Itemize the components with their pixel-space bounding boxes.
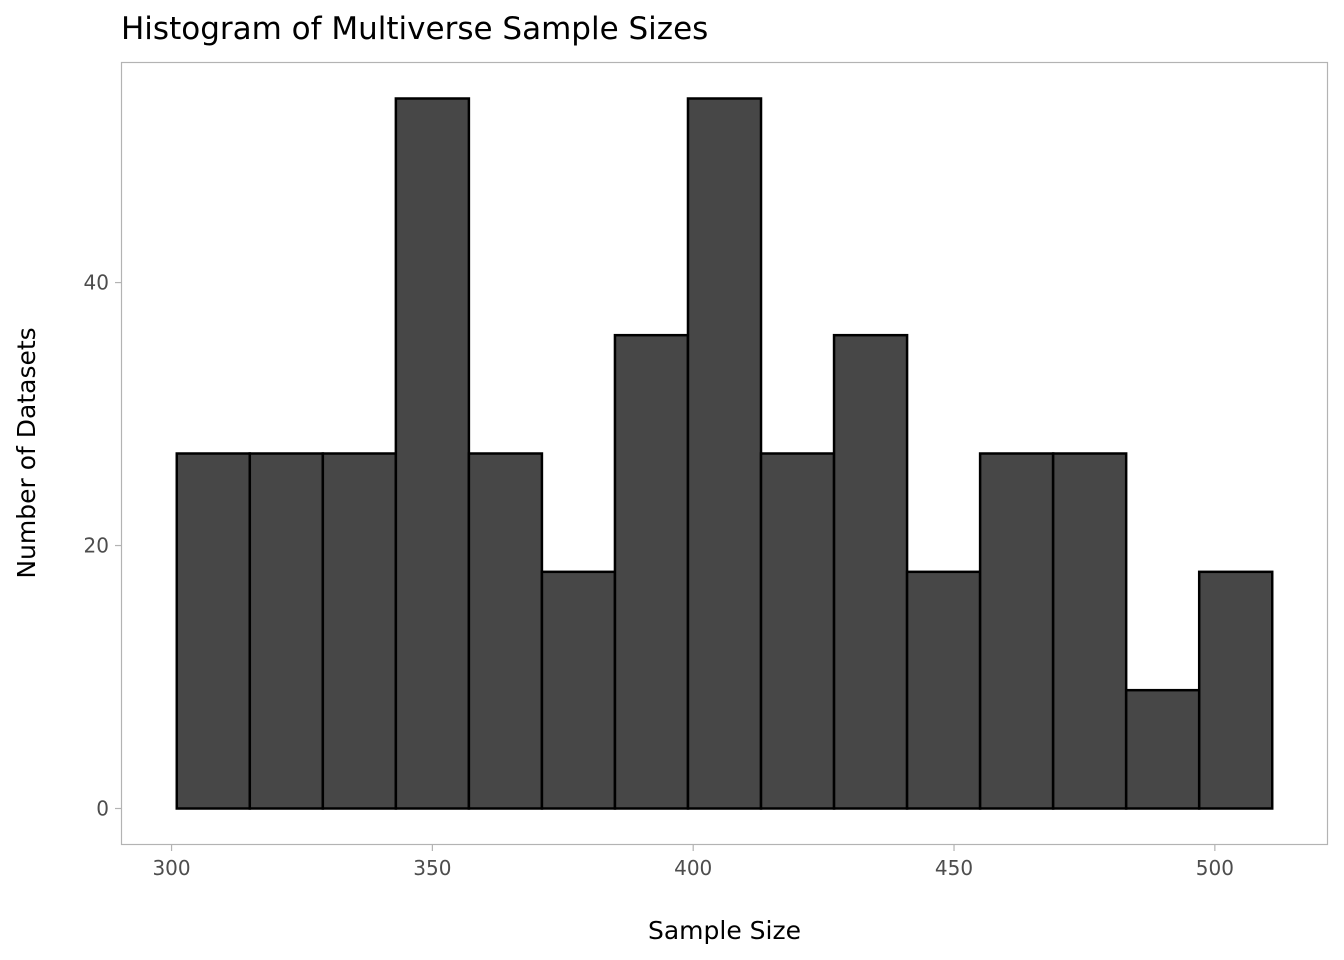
y-axis: 0 20 40	[84, 271, 122, 821]
histogram-bar	[905, 570, 982, 810]
x-axis-title: Sample Size	[648, 916, 801, 945]
x-tick-label: 450	[935, 856, 973, 880]
histogram-bar	[686, 97, 763, 810]
x-tick-label: 300	[152, 856, 190, 880]
x-tick-label: 500	[1196, 856, 1234, 880]
histogram-bar	[394, 97, 471, 810]
histogram-bar	[613, 333, 690, 810]
histogram-bar	[1124, 688, 1201, 810]
y-tick-label: 40	[84, 271, 109, 295]
y-tick-label: 20	[84, 534, 109, 558]
plot-panel	[120, 61, 1329, 846]
histogram-bar	[832, 333, 909, 810]
histogram-bar	[1051, 452, 1128, 810]
histogram-bar	[759, 452, 836, 810]
panel-border	[120, 61, 1329, 846]
x-tick-label: 400	[674, 856, 712, 880]
histogram-bar	[175, 452, 252, 810]
histogram-bar	[467, 452, 544, 810]
histogram-bar	[540, 570, 617, 810]
y-tick-label: 0	[96, 797, 109, 821]
chart-title: Histogram of Multiverse Sample Sizes	[121, 11, 708, 47]
x-tick-label: 350	[413, 856, 451, 880]
histogram-bar	[1197, 570, 1274, 810]
histogram-bar	[248, 452, 325, 810]
histogram-bar	[978, 452, 1055, 810]
histogram-bar	[321, 452, 398, 810]
x-axis: 300 350 400 450 500	[152, 844, 1234, 880]
y-axis-title: Number of Datasets	[12, 327, 41, 578]
bars-group	[175, 97, 1274, 810]
